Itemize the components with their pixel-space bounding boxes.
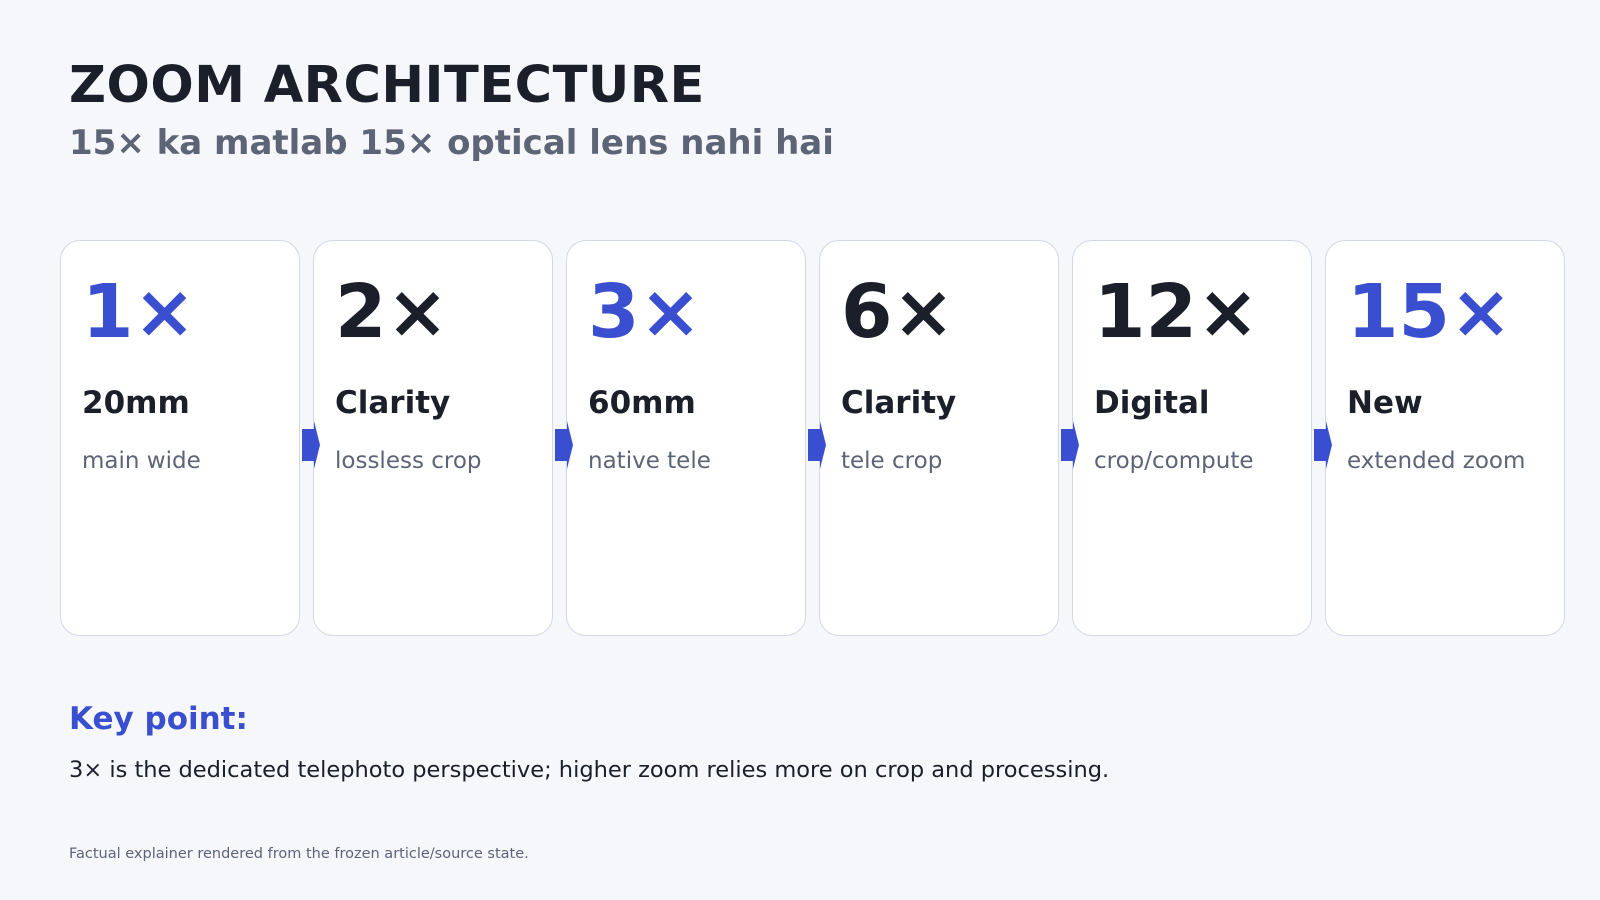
- zoom-factor: 15×: [1347, 269, 1512, 355]
- step-description: tele crop: [841, 448, 943, 474]
- zoom-step-card: 6× Clarity tele crop: [819, 240, 1059, 636]
- step-label: New: [1347, 385, 1423, 421]
- key-point-label: Key point:: [69, 701, 248, 737]
- zoom-factor: 1×: [82, 269, 196, 355]
- zoom-step-card: 15× New extended zoom: [1325, 240, 1565, 636]
- zoom-factor: 2×: [335, 269, 449, 355]
- zoom-step-card: 1× 20mm main wide: [60, 240, 300, 636]
- step-description: lossless crop: [335, 448, 482, 474]
- zoom-factor: 12×: [1094, 269, 1259, 355]
- step-description: crop/compute: [1094, 448, 1254, 474]
- arrow-right-icon: [1061, 421, 1079, 469]
- key-point-text: 3× is the dedicated telephoto perspectiv…: [69, 757, 1110, 783]
- page-subtitle: 15× ka matlab 15× optical lens nahi hai: [69, 123, 834, 163]
- step-label: Digital: [1094, 385, 1210, 421]
- arrow-right-icon: [302, 421, 320, 469]
- step-label: 60mm: [588, 385, 696, 421]
- step-description: extended zoom: [1347, 448, 1526, 474]
- arrow-right-icon: [1314, 421, 1332, 469]
- step-label: Clarity: [841, 385, 957, 421]
- zoom-step-card: 3× 60mm native tele: [566, 240, 806, 636]
- zoom-factor: 3×: [588, 269, 702, 355]
- step-label: 20mm: [82, 385, 190, 421]
- zoom-steps: 1× 20mm main wide 2× Clarity lossless cr…: [60, 240, 1590, 636]
- zoom-step-card: 12× Digital crop/compute: [1072, 240, 1312, 636]
- zoom-step-card: 2× Clarity lossless crop: [313, 240, 553, 636]
- step-description: native tele: [588, 448, 711, 474]
- arrow-right-icon: [555, 421, 573, 469]
- footnote: Factual explainer rendered from the froz…: [69, 846, 529, 862]
- step-description: main wide: [82, 448, 201, 474]
- arrow-right-icon: [808, 421, 826, 469]
- zoom-factor: 6×: [841, 269, 955, 355]
- step-label: Clarity: [335, 385, 451, 421]
- page-title: ZOOM ARCHITECTURE: [69, 56, 705, 115]
